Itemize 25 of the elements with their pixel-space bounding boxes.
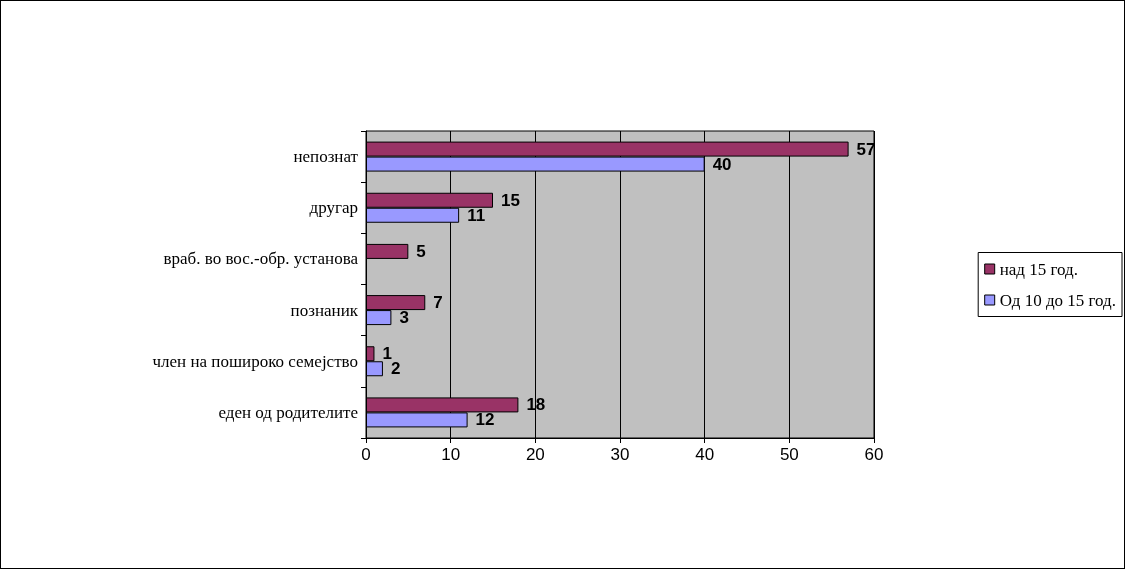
y-tick-label: познаник xyxy=(290,300,359,320)
legend-label: над 15 год. xyxy=(999,259,1078,279)
y-tick-label: член на пошироко семејство xyxy=(152,351,358,371)
x-tick-label: 0 xyxy=(361,445,371,464)
x-tick-label: 60 xyxy=(864,445,884,464)
x-tick-label: 20 xyxy=(525,445,545,464)
data-label: 3 xyxy=(399,308,409,328)
x-tick-label: 50 xyxy=(779,445,799,464)
y-tick-label: непознат xyxy=(293,147,359,167)
data-label: 5 xyxy=(416,241,426,261)
data-label: 12 xyxy=(475,410,495,430)
x-tick-label: 40 xyxy=(695,445,715,464)
data-label: 40 xyxy=(712,154,732,174)
data-label: 11 xyxy=(467,205,486,225)
y-tick-label: еден од родителите xyxy=(218,402,358,422)
y-tick-label: другар xyxy=(309,198,358,218)
data-label: 15 xyxy=(501,190,520,210)
data-label: 7 xyxy=(433,293,443,313)
y-tick-label: враб. во вос.-обр. установа xyxy=(163,249,359,269)
x-tick-label: 10 xyxy=(441,445,461,464)
data-label: 1 xyxy=(382,344,392,364)
data-label: 57 xyxy=(856,139,876,159)
legend-label: Од 10 до 15 год. xyxy=(999,290,1116,310)
x-tick-label: 30 xyxy=(610,445,630,464)
data-label: 2 xyxy=(390,359,401,379)
